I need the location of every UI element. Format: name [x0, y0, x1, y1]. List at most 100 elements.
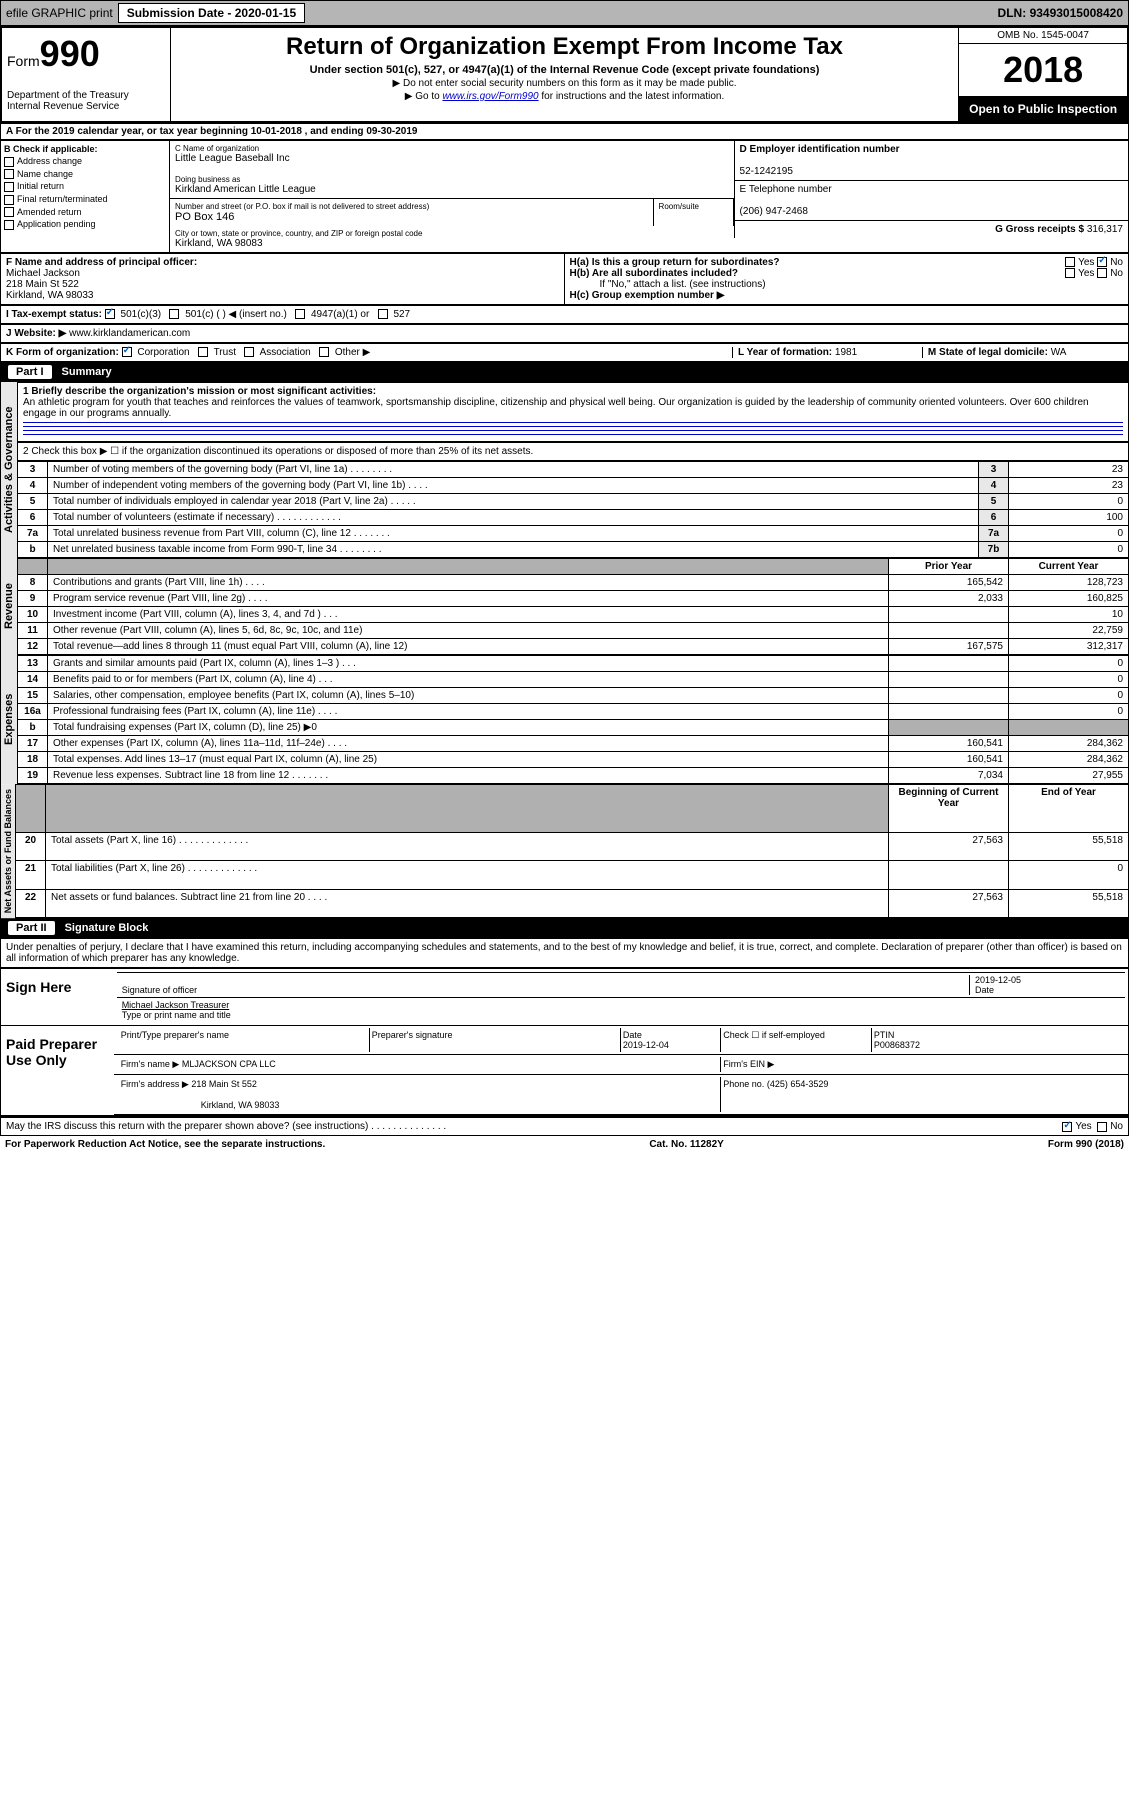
officer-city: Kirkland, WA 98033: [6, 290, 93, 301]
current-year-header: Current Year: [1009, 559, 1129, 575]
note2: ▶ Go to www.irs.gov/Form990 for instruct…: [176, 91, 954, 102]
begin-value: 27,563: [889, 889, 1009, 917]
street-address: PO Box 146: [175, 211, 648, 223]
line-num: 8: [18, 575, 48, 591]
line-num: 9: [18, 591, 48, 607]
website-url: www.kirklandamerican.com: [69, 328, 190, 339]
q2-text: 2 Check this box ▶ ☐ if the organization…: [17, 442, 1129, 461]
signature-block: Sign Here Signature of officer 2019-12-0…: [0, 968, 1129, 1117]
line-value: 100: [1009, 510, 1129, 526]
line-box: 7b: [979, 542, 1009, 558]
line-box: 6: [979, 510, 1009, 526]
part1-header: Part I Summary: [0, 362, 1129, 382]
dba-name: Kirkland American Little League: [175, 184, 729, 195]
final-return-checkbox[interactable]: [4, 195, 14, 205]
501c-checkbox[interactable]: [169, 309, 179, 319]
line-num: 6: [18, 510, 48, 526]
corp-checkbox[interactable]: [122, 347, 132, 357]
dln: DLN: 93493015008420: [998, 6, 1123, 20]
line-box: 4: [979, 478, 1009, 494]
ein-label: D Employer identification number: [740, 144, 900, 155]
prior-value: 160,541: [889, 736, 1009, 752]
assoc-checkbox[interactable]: [244, 347, 254, 357]
irs-link[interactable]: www.irs.gov/Form990: [442, 91, 538, 102]
firm-name: MLJACKSON CPA LLC: [182, 1059, 276, 1069]
revenue-section: Revenue Prior Year Current Year8 Contrib…: [0, 558, 1129, 655]
line-box: 5: [979, 494, 1009, 510]
line-num: 10: [18, 607, 48, 623]
line-label: Net assets or fund balances. Subtract li…: [46, 889, 889, 917]
gross-receipts: 316,317: [1087, 224, 1123, 235]
section-c: C Name of organization Little League Bas…: [170, 141, 734, 252]
footer-left: For Paperwork Reduction Act Notice, see …: [5, 1139, 325, 1150]
line-num: 21: [16, 861, 46, 889]
footer-right: Form 990 (2018): [1048, 1139, 1124, 1150]
line-label: Revenue less expenses. Subtract line 18 …: [48, 768, 889, 784]
501c3-checkbox[interactable]: [105, 309, 115, 319]
firm-phone: (425) 654-3529: [767, 1079, 829, 1089]
ha-yes[interactable]: [1065, 257, 1075, 267]
org-name: Little League Baseball Inc: [175, 153, 729, 164]
current-value: 284,362: [1009, 752, 1129, 768]
line-value: 23: [1009, 462, 1129, 478]
prep-date: 2019-12-04: [623, 1040, 669, 1050]
trust-checkbox[interactable]: [198, 347, 208, 357]
line-num: 20: [16, 832, 46, 860]
efile-label[interactable]: efile GRAPHIC print: [6, 6, 113, 20]
line-label: Total fundraising expenses (Part IX, col…: [48, 720, 889, 736]
name-change-checkbox[interactable]: [4, 169, 14, 179]
year-formation: 1981: [835, 347, 857, 358]
ha-no[interactable]: [1097, 257, 1107, 267]
hb-no[interactable]: [1097, 268, 1107, 278]
city-state-zip: Kirkland, WA 98083: [175, 238, 729, 249]
mission-text: An athletic program for youth that teach…: [23, 397, 1089, 419]
firm-city: Kirkland, WA 98033: [121, 1100, 280, 1110]
room-suite: Room/suite: [654, 199, 734, 226]
current-value: 160,825: [1009, 591, 1129, 607]
addr-change-checkbox[interactable]: [4, 157, 14, 167]
top-bar: efile GRAPHIC print Submission Date - 20…: [0, 0, 1129, 26]
prior-value: [889, 623, 1009, 639]
line-num: 5: [18, 494, 48, 510]
hb-yes[interactable]: [1065, 268, 1075, 278]
officer-addr: 218 Main St 522: [6, 279, 79, 290]
form-header: Form990 Department of the Treasury Inter…: [0, 26, 1129, 123]
line-num: 15: [18, 688, 48, 704]
prior-value: [889, 704, 1009, 720]
line-box: 3: [979, 462, 1009, 478]
other-checkbox[interactable]: [319, 347, 329, 357]
ein-value: 52-1242195: [740, 166, 793, 177]
sign-here-label: Sign Here: [1, 969, 114, 1025]
prior-value: 165,542: [889, 575, 1009, 591]
form-number: Form990: [7, 33, 165, 75]
discuss-no[interactable]: [1097, 1122, 1107, 1132]
prior-year-header: Prior Year: [889, 559, 1009, 575]
current-value: 22,759: [1009, 623, 1129, 639]
prior-value: [889, 656, 1009, 672]
firm-addr: 218 Main St 552: [191, 1079, 257, 1089]
current-value: 10: [1009, 607, 1129, 623]
527-checkbox[interactable]: [378, 309, 388, 319]
amended-checkbox[interactable]: [4, 207, 14, 217]
current-value: 128,723: [1009, 575, 1129, 591]
officer-name: Michael Jackson: [6, 268, 80, 279]
end-value: 55,518: [1009, 832, 1129, 860]
revenue-table: Prior Year Current Year8 Contributions a…: [17, 558, 1129, 655]
pending-checkbox[interactable]: [4, 220, 14, 230]
discuss-yes[interactable]: [1062, 1122, 1072, 1132]
line-label: Grants and similar amounts paid (Part IX…: [48, 656, 889, 672]
prior-value: 160,541: [889, 752, 1009, 768]
begin-value: 27,563: [889, 832, 1009, 860]
line-label: Total assets (Part X, line 16) . . . . .…: [46, 832, 889, 860]
expenses-table: 13 Grants and similar amounts paid (Part…: [17, 655, 1129, 784]
line-value: 0: [1009, 542, 1129, 558]
initial-return-checkbox[interactable]: [4, 182, 14, 192]
form-org-row: K Form of organization: Corporation Trus…: [0, 343, 1129, 362]
prior-value: 2,033: [889, 591, 1009, 607]
line-num: b: [18, 542, 48, 558]
line-num: 17: [18, 736, 48, 752]
expenses-section: Expenses 13 Grants and similar amounts p…: [0, 655, 1129, 784]
line-label: Total number of individuals employed in …: [48, 494, 979, 510]
line-num: 14: [18, 672, 48, 688]
4947-checkbox[interactable]: [295, 309, 305, 319]
